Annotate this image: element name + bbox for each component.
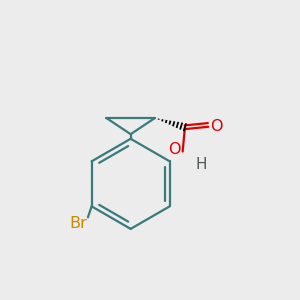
Text: H: H — [195, 157, 207, 172]
Text: O: O — [168, 142, 181, 157]
Text: Br: Br — [70, 216, 88, 231]
Text: O: O — [211, 118, 223, 134]
